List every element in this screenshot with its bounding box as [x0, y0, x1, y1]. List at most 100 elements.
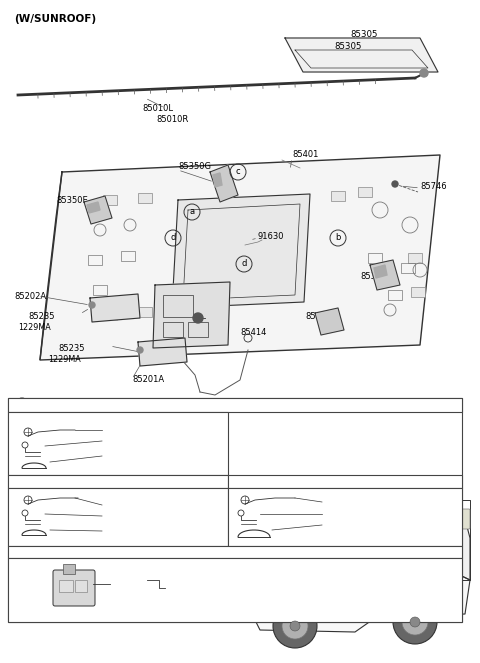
Text: 85350L: 85350L — [105, 452, 134, 461]
Bar — [138, 307, 152, 317]
FancyBboxPatch shape — [274, 539, 288, 549]
Text: 85340K: 85340K — [325, 533, 355, 542]
Polygon shape — [87, 202, 100, 213]
Bar — [59, 580, 73, 592]
Polygon shape — [332, 490, 368, 540]
Bar — [401, 263, 415, 273]
Text: 1229MA: 1229MA — [18, 323, 51, 332]
Text: d: d — [241, 259, 247, 269]
Text: 85350G: 85350G — [178, 162, 211, 171]
Bar — [93, 285, 107, 295]
Circle shape — [282, 613, 308, 639]
Bar — [408, 253, 422, 263]
Text: 92890A: 92890A — [167, 584, 198, 593]
Polygon shape — [138, 338, 187, 366]
Bar — [8, 398, 462, 622]
Polygon shape — [250, 552, 470, 632]
Text: 85235: 85235 — [58, 344, 84, 353]
Text: 85399: 85399 — [325, 500, 350, 509]
Bar — [163, 322, 183, 337]
Text: 85414: 85414 — [240, 328, 266, 337]
Text: 85201A: 85201A — [132, 375, 164, 384]
Text: c: c — [236, 168, 240, 176]
Bar — [8, 475, 228, 488]
Circle shape — [393, 600, 437, 644]
Text: 85305: 85305 — [350, 30, 377, 39]
Text: 85350E: 85350E — [56, 196, 88, 205]
Text: 85305: 85305 — [334, 42, 361, 51]
Polygon shape — [358, 488, 395, 503]
Bar — [8, 546, 462, 558]
Bar — [388, 290, 402, 300]
FancyBboxPatch shape — [53, 570, 95, 606]
Polygon shape — [370, 480, 405, 532]
Bar — [331, 191, 345, 201]
Bar — [103, 310, 117, 320]
Text: 85399: 85399 — [15, 491, 40, 500]
Circle shape — [290, 621, 300, 631]
Bar — [121, 251, 135, 261]
Polygon shape — [90, 294, 140, 322]
Polygon shape — [213, 173, 222, 187]
Circle shape — [273, 604, 317, 648]
Bar — [75, 580, 87, 592]
Bar — [8, 558, 462, 622]
Text: 85350M: 85350M — [105, 462, 137, 471]
Bar — [188, 322, 208, 337]
Text: 85235: 85235 — [28, 312, 55, 321]
Circle shape — [137, 347, 143, 353]
Text: 85399: 85399 — [15, 419, 40, 428]
Bar — [103, 195, 117, 205]
FancyBboxPatch shape — [460, 509, 470, 529]
Text: (W/SUNROOF): (W/SUNROOF) — [14, 14, 96, 24]
Text: d: d — [19, 548, 24, 556]
Text: 85858D: 85858D — [160, 308, 193, 317]
Circle shape — [89, 302, 95, 308]
Bar — [411, 287, 425, 297]
Polygon shape — [285, 38, 438, 72]
Circle shape — [392, 181, 398, 187]
Polygon shape — [265, 468, 470, 580]
Polygon shape — [318, 485, 390, 507]
Text: b: b — [19, 477, 24, 485]
Text: 85340A: 85340A — [105, 438, 136, 447]
Circle shape — [410, 617, 420, 627]
Text: 85399: 85399 — [232, 491, 257, 500]
Text: 85202A: 85202A — [14, 292, 46, 301]
Text: d: d — [170, 233, 176, 243]
Circle shape — [420, 69, 428, 77]
Bar — [8, 412, 228, 475]
Text: c: c — [240, 477, 244, 485]
Bar — [163, 295, 193, 317]
Polygon shape — [407, 474, 435, 522]
Polygon shape — [295, 468, 460, 512]
Polygon shape — [153, 282, 230, 348]
Text: b: b — [336, 233, 341, 243]
Bar — [228, 475, 462, 488]
Polygon shape — [210, 165, 238, 202]
Polygon shape — [263, 490, 300, 570]
Polygon shape — [40, 155, 440, 360]
Polygon shape — [290, 500, 330, 548]
Bar — [358, 187, 372, 197]
Polygon shape — [370, 260, 400, 290]
Polygon shape — [374, 265, 387, 278]
Text: a: a — [20, 400, 24, 410]
Text: a: a — [190, 208, 194, 217]
Bar — [8, 398, 462, 412]
Text: 85340A: 85340A — [105, 513, 136, 522]
Text: 85350F: 85350F — [360, 272, 391, 281]
Text: 85399: 85399 — [105, 502, 131, 511]
Text: 85401: 85401 — [292, 150, 318, 159]
Bar — [88, 255, 102, 265]
Bar — [8, 488, 228, 546]
FancyBboxPatch shape — [250, 581, 261, 599]
Bar — [228, 488, 462, 546]
Bar — [138, 193, 152, 203]
Text: 85010R: 85010R — [156, 115, 188, 124]
Text: 85340J: 85340J — [105, 528, 132, 537]
Circle shape — [402, 609, 428, 635]
Text: 85399: 85399 — [105, 427, 131, 436]
Bar — [368, 253, 382, 263]
Text: 85340B: 85340B — [325, 522, 356, 531]
